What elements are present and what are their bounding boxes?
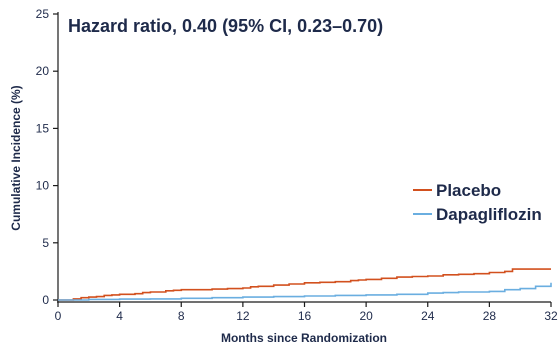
plot-area: 0 4 8 12 16 20 24 28 32 0 5 10 15 20 25 Placebo Dapaglif…	[36, 7, 558, 323]
hazard-ratio-annotation: Hazard ratio, 0.40 (95% CI, 0.23–0.70)	[68, 16, 383, 36]
y-tick-label-15: 15	[36, 121, 50, 135]
x-tick-label-12: 12	[236, 309, 250, 323]
x-axis-title: Months since Randomization	[221, 331, 387, 345]
y-axis-title: Cumulative Incidence (%)	[9, 85, 23, 230]
x-tick-label-24: 24	[421, 309, 435, 323]
series-line-placebo	[58, 268, 551, 301]
x-tick-label-16: 16	[298, 309, 312, 323]
y-tick-label-20: 20	[36, 64, 50, 78]
y-tick-label-5: 5	[42, 236, 49, 250]
x-tick-label-28: 28	[483, 309, 497, 323]
legend-label-dapagliflozin: Dapagliflozin	[436, 205, 542, 224]
x-tick-label-32: 32	[544, 309, 558, 323]
x-tick-label-4: 4	[116, 309, 123, 323]
x-tick-label-20: 20	[359, 309, 373, 323]
x-tick-label-8: 8	[178, 309, 185, 323]
x-tick-label-0: 0	[55, 309, 62, 323]
y-tick-label-0: 0	[42, 293, 49, 307]
y-tick-label-10: 10	[36, 179, 50, 193]
legend-label-placebo: Placebo	[436, 181, 501, 200]
y-tick-label-25: 25	[36, 7, 50, 21]
series-line-dapagliflozin	[58, 282, 552, 301]
